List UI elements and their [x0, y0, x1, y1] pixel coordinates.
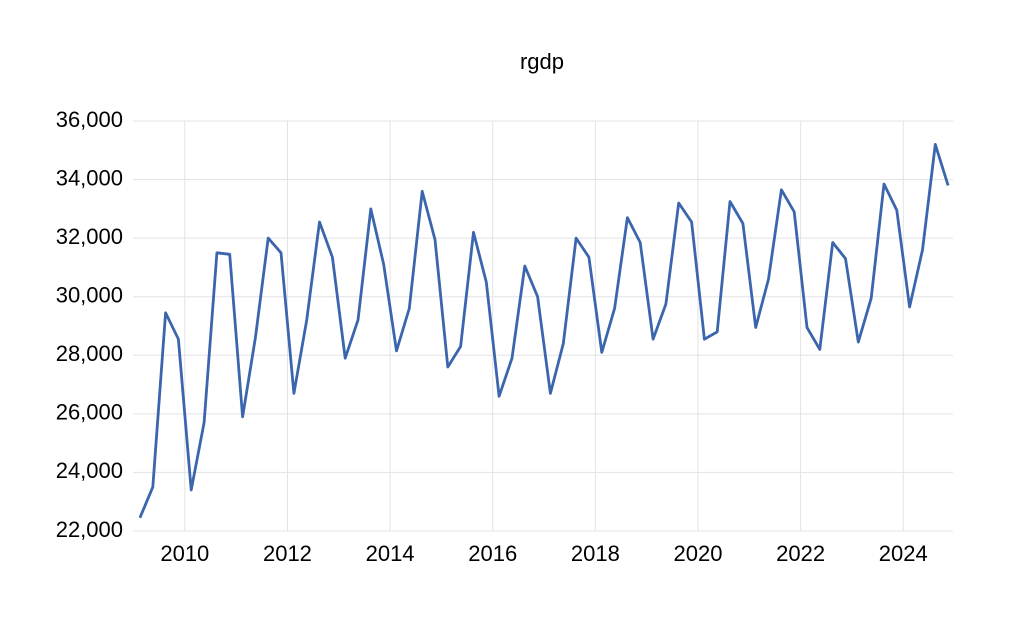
y-tick-label: 22,000: [56, 517, 123, 542]
y-tick-label: 28,000: [56, 341, 123, 366]
y-tick-label: 30,000: [56, 283, 123, 308]
x-tick-label: 2010: [160, 541, 209, 566]
y-tick-label: 34,000: [56, 165, 123, 190]
data-line: [138, 143, 950, 519]
y-tick-label: 36,000: [56, 107, 123, 132]
x-tick-label: 2020: [673, 541, 722, 566]
y-tick-label: 26,000: [56, 400, 123, 425]
x-tick-label: 2024: [879, 541, 928, 566]
x-tick-label: 2016: [468, 541, 517, 566]
y-tick-label: 32,000: [56, 224, 123, 249]
x-tick-label: 2012: [263, 541, 312, 566]
y-tick-label: 24,000: [56, 458, 123, 483]
x-tick-label: 2018: [571, 541, 620, 566]
chart-title: rgdp: [520, 49, 564, 74]
x-tick-label: 2014: [366, 541, 415, 566]
x-tick-label: 2022: [776, 541, 825, 566]
